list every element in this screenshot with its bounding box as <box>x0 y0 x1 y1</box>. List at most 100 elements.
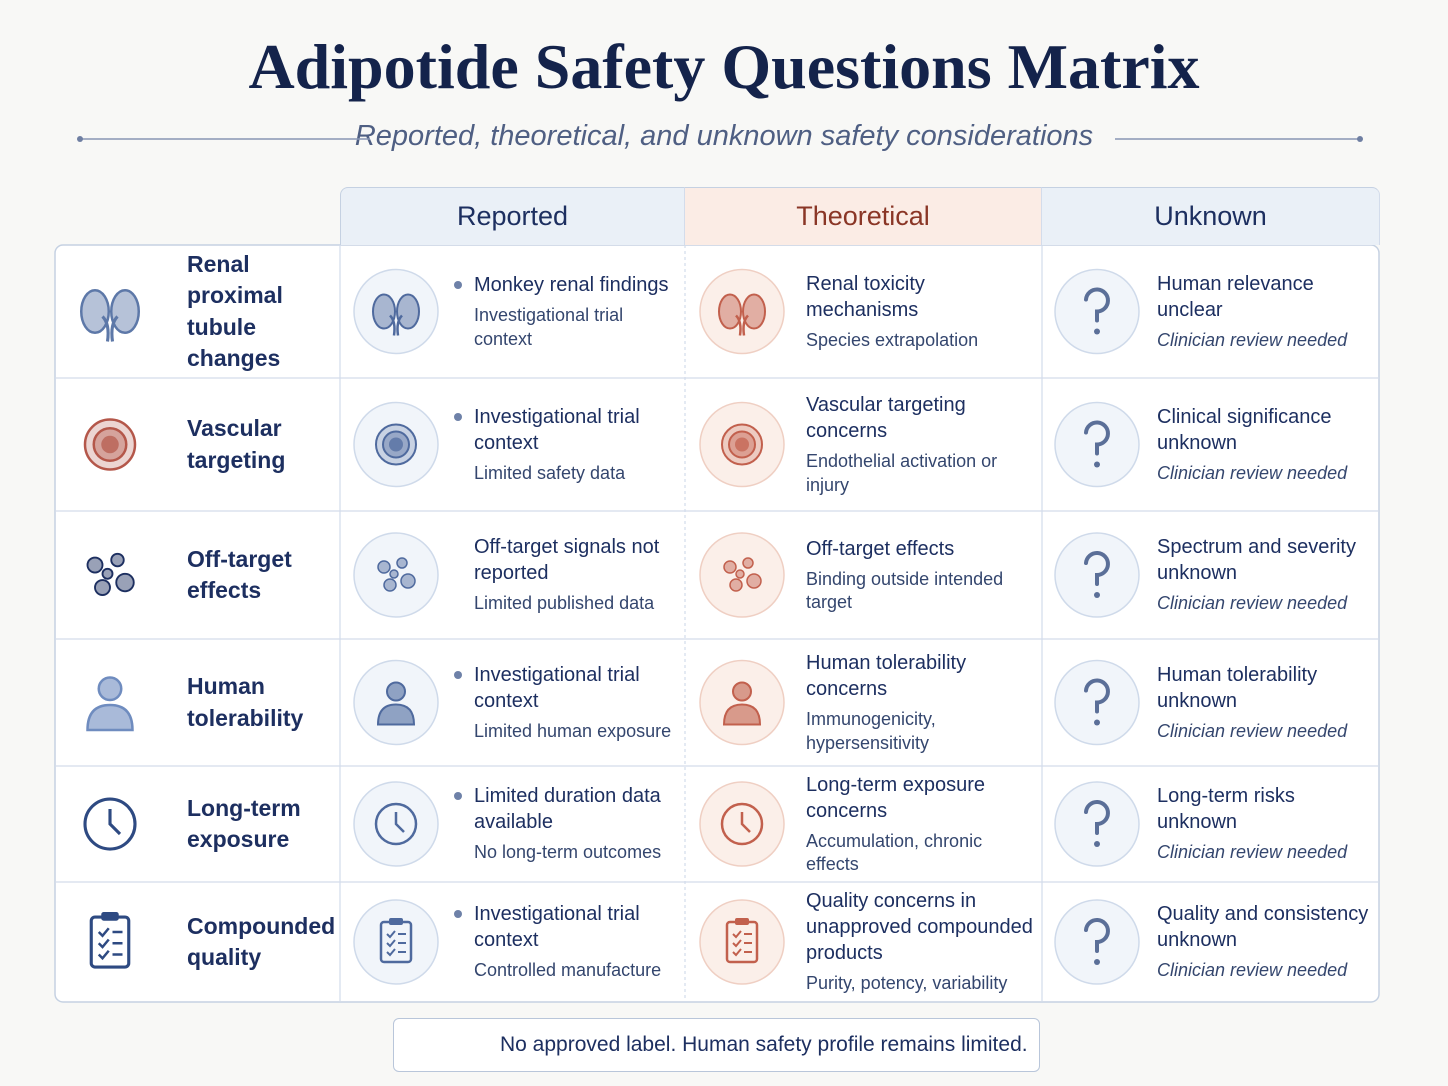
icon-part <box>396 557 408 569</box>
icon-part <box>718 293 742 330</box>
question-icon <box>1084 420 1110 456</box>
question-icon <box>1094 959 1100 965</box>
icon-part <box>386 948 406 957</box>
cell: Investigational trial context Limited hum… <box>454 639 677 766</box>
cell-note: Limited published data <box>474 593 655 614</box>
icon <box>379 918 413 964</box>
cell: Human tolerability concerns Immunogenicit… <box>806 639 1034 766</box>
cell-note: Investigational trial context <box>474 305 624 349</box>
row-label: Long-term exposure <box>187 794 301 852</box>
icon-part <box>101 435 119 454</box>
icon-part <box>115 572 135 593</box>
cell-note: Binding outside intended target <box>806 568 1004 612</box>
icon <box>722 681 762 726</box>
icon-part <box>110 552 125 568</box>
icon <box>723 557 762 592</box>
icon <box>83 797 137 851</box>
icon-part <box>97 676 123 702</box>
cell-note: Clinician review needed <box>1157 960 1348 981</box>
question-icon <box>1084 287 1110 323</box>
icon <box>83 418 137 471</box>
question-icon <box>1094 841 1100 847</box>
cell: Off-target signals not reported Limited p… <box>474 511 677 639</box>
icon-part <box>101 567 114 580</box>
icon <box>377 557 416 592</box>
footer-note: No approved label. Human safety profile … <box>393 1018 1040 1072</box>
icon-part <box>732 681 752 702</box>
icon-part <box>101 912 119 921</box>
bullet <box>454 413 462 421</box>
row-label: Human tolerability <box>187 673 304 731</box>
cell-note: No long-term outcomes <box>474 842 662 863</box>
column-header: Theoretical <box>685 187 1042 245</box>
question-icon <box>1094 461 1100 468</box>
cell-note: Limited human exposure <box>474 720 672 741</box>
cell-note: Purity, potency, variability <box>806 973 1008 994</box>
cell-note: Clinician review needed <box>1157 720 1348 741</box>
question-icon <box>1084 918 1110 953</box>
icon-part <box>376 703 416 726</box>
column-header: Reported <box>340 187 685 245</box>
cell-title: Investigational trial context <box>474 663 640 712</box>
question-icon <box>1094 328 1100 335</box>
cell: Investigational trial context Controlled … <box>454 882 677 1002</box>
question-icon <box>1084 551 1110 586</box>
icon-part <box>97 938 123 949</box>
question-icon <box>1084 678 1110 714</box>
cell-title: Off-target effects <box>806 537 955 560</box>
icon <box>86 676 134 732</box>
icon-part <box>97 927 123 938</box>
cell-title: Human relevance unclear <box>1157 272 1314 321</box>
cell-title: Limited duration data available <box>474 785 661 834</box>
cell: Investigational trial context Limited saf… <box>454 378 677 511</box>
cell: Off-target effects Binding outside intend… <box>806 511 1034 639</box>
icon-part <box>396 293 420 330</box>
icon-badge <box>699 532 785 618</box>
icon-part <box>383 578 397 592</box>
icon-part <box>377 560 391 574</box>
icon-badge <box>353 532 439 618</box>
icon-part <box>740 812 751 833</box>
icon-part <box>389 314 403 336</box>
icon <box>718 293 766 336</box>
cell: Renal toxicity mechanisms Species extrapo… <box>806 245 1034 378</box>
cell-note: Clinician review needed <box>1157 593 1348 614</box>
row-label: Off-target effects <box>187 545 292 603</box>
cell-title: Long-term exposure concerns <box>806 773 985 822</box>
bullet <box>454 792 462 800</box>
title: Adipotide Safety Questions Matrix <box>248 31 1200 102</box>
row-label: Vascular targeting <box>187 415 286 473</box>
cell: Human relevance unclear Clinician review … <box>1157 245 1372 378</box>
cell: Limited duration data available No long-t… <box>454 766 677 882</box>
icon <box>376 681 416 726</box>
cell-note: Limited safety data <box>474 462 626 483</box>
cell-title: Off-target signals not reported <box>474 536 660 585</box>
cell-title: Clinical significance unknown <box>1157 405 1332 454</box>
icon-part <box>386 681 406 702</box>
cell-note: Endothelial activation or injury <box>806 451 998 495</box>
bullet <box>454 910 462 918</box>
icon-part <box>735 918 749 925</box>
icon <box>725 918 759 964</box>
cell-note: Accumulation, chronic effects <box>806 830 983 874</box>
icon-part <box>742 557 754 569</box>
icon <box>374 802 418 846</box>
cell-note: Immunogenicity, hypersensitivity <box>806 709 936 753</box>
cell: Clinical significance unknown Clinician r… <box>1157 378 1372 511</box>
cell: Long-term exposure concerns Accumulation,… <box>806 766 1034 882</box>
question-icon <box>1094 592 1100 598</box>
icon-badge <box>699 899 785 985</box>
cell-note: Species extrapolation <box>806 329 979 350</box>
icon-part <box>86 556 104 574</box>
icon-part <box>394 812 405 833</box>
subtitle: Reported, theoretical, and unknown safet… <box>354 120 1094 152</box>
icon-part <box>386 939 406 948</box>
cell: Quality and consistency unknown Clinician… <box>1157 882 1372 1002</box>
icon-part <box>732 948 752 957</box>
cell-note: Clinician review needed <box>1157 462 1348 483</box>
icon-part <box>97 949 123 961</box>
row-label: Renal proximal tubule changes <box>187 251 283 371</box>
cell: Spectrum and severity unknown Clinician r… <box>1157 511 1372 639</box>
